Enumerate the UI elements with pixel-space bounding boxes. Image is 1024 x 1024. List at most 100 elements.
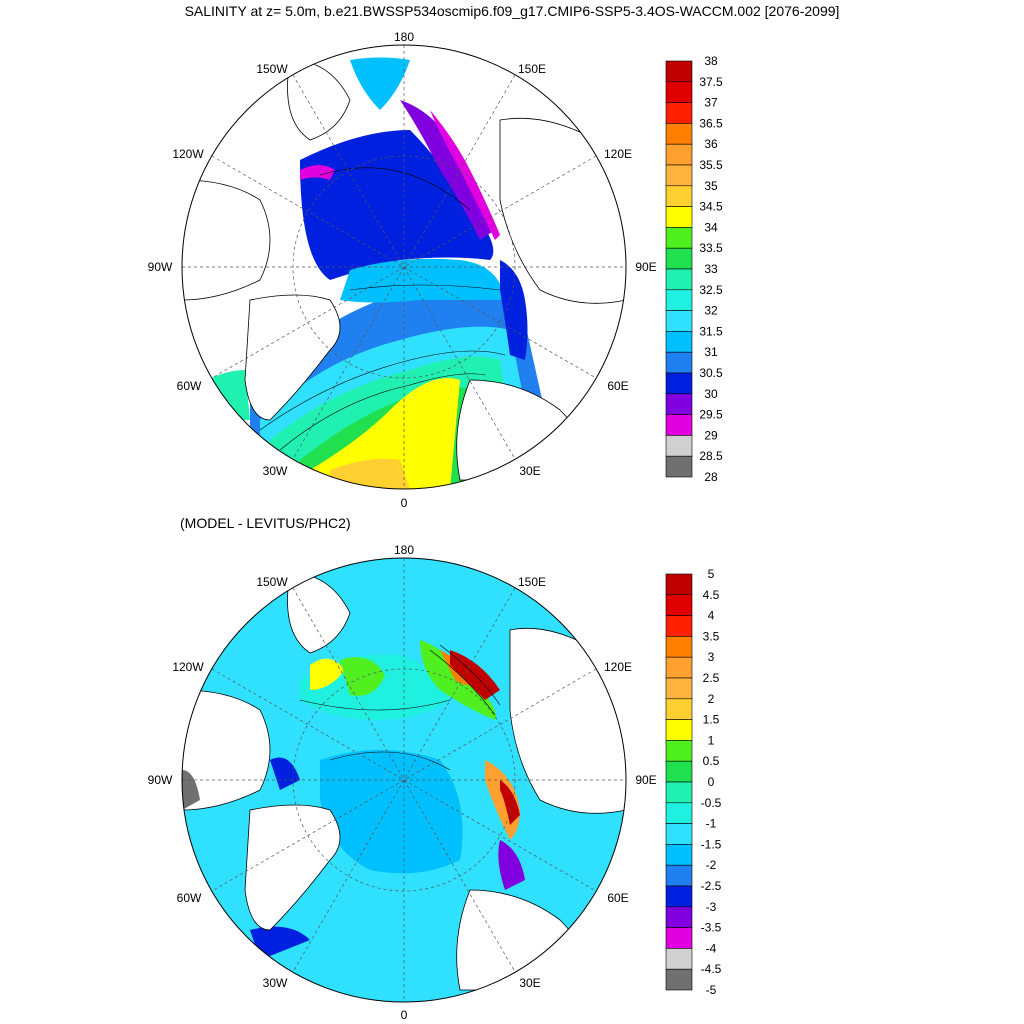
colorbar-tick-label: -1.5 (701, 837, 722, 851)
colorbar-swatch (665, 885, 693, 908)
lon-label-30w: 30W (263, 976, 288, 990)
colorbar-tick-label: 29.5 (699, 408, 723, 422)
colorbar-swatch (665, 802, 693, 824)
colorbar-swatch (665, 636, 693, 658)
colorbar-swatch (665, 81, 693, 103)
colorbar-swatch (665, 143, 693, 166)
colorbar-swatch (665, 864, 693, 887)
lon-label-120w: 120W (172, 660, 204, 674)
lon-label-150w: 150W (256, 575, 288, 589)
colorbar-swatch (665, 615, 693, 637)
colorbar-swatch (665, 206, 693, 228)
colorbar-tick-label: 30.5 (699, 366, 723, 380)
difference-atlantic-fresh (320, 750, 463, 874)
salinity-kara (500, 260, 528, 360)
lon-label-90e: 90E (635, 260, 656, 274)
lon-label-60e: 60E (607, 379, 628, 393)
colorbar-swatch (665, 102, 693, 124)
lon-label-150e: 150E (518, 575, 546, 589)
colorbar-tick-label: -5 (706, 983, 717, 997)
lon-label-60w: 60W (177, 379, 202, 393)
colorbar-tick-label: 31 (704, 345, 718, 359)
salinity-map: 180 150E 120E 90E 60E 30E 0 30W 60W 90W … (148, 30, 723, 510)
lon-label-90w: 90W (148, 773, 173, 787)
colorbar-tick-label: 36 (704, 137, 718, 151)
salinity-graticule (182, 45, 626, 489)
colorbar-tick-label: 29 (704, 428, 718, 442)
colorbar-tick-label: 1.5 (703, 713, 720, 727)
salinity-bering (350, 57, 410, 110)
colorbar-swatch (665, 948, 693, 970)
lon-label-30e: 30E (519, 976, 540, 990)
colorbar-swatch (665, 60, 693, 83)
colorbar-swatch (665, 435, 693, 457)
salinity-map-border (181, 44, 627, 490)
salinity-canada-basin (300, 130, 494, 280)
colorbar-tick-label: 37 (704, 96, 718, 110)
canada-archipelago-land (182, 179, 271, 301)
colorbar-tick-label: -2.5 (701, 879, 722, 893)
difference-map: 180 150E 120E 90E 60E 30E 0 30W 60W 90W … (148, 543, 722, 1022)
colorbar-tick-label: 30 (704, 387, 718, 401)
colorbar-tick-label: 31.5 (699, 324, 723, 338)
colorbar-tick-label: 33.5 (699, 241, 723, 255)
colorbar-tick-label: 32 (704, 304, 718, 318)
colorbar-swatch (665, 164, 693, 187)
colorbar-tick-label: -0.5 (701, 796, 722, 810)
colorbar-tick-label: -3 (706, 900, 717, 914)
colorbar-tick-label: 1 (708, 733, 715, 747)
colorbar-swatch (665, 906, 693, 928)
colorbar-tick-label: 2 (708, 692, 715, 706)
colorbar-swatch (665, 594, 693, 616)
colorbar-swatch (665, 331, 693, 353)
colorbar-swatch (665, 760, 693, 783)
difference-graticule (182, 558, 626, 1002)
alaska-land (287, 59, 351, 141)
lon-label-0: 0 (401, 1008, 408, 1022)
colorbar-swatch (665, 351, 693, 374)
colorbar-swatch (665, 844, 693, 866)
siberia-land-bottom (509, 627, 626, 814)
colorbar-tick-label: 4.5 (703, 588, 720, 602)
colorbar-tick-label: 32.5 (699, 283, 723, 297)
colorbar-swatch (665, 310, 693, 332)
difference-subtitle: (MODEL - LEVITUS/PHC2) (180, 515, 351, 531)
colorbar-swatch (665, 781, 693, 804)
colorbar-swatch (665, 123, 693, 145)
colorbar-tick-label: -1 (706, 817, 717, 831)
colorbar-swatch (665, 414, 693, 436)
lon-label-120e: 120E (604, 660, 632, 674)
colorbar-tick-label: 5 (708, 567, 715, 581)
colorbar-swatch (665, 227, 693, 249)
colorbar-tick-label: -4.5 (701, 962, 722, 976)
colorbar-swatch (665, 823, 693, 845)
colorbar-swatch (665, 677, 693, 700)
page-title: SALINITY at z= 5.0m, b.e21.BWSSP534oscmi… (184, 3, 840, 19)
colorbar-swatch (665, 740, 693, 762)
greenland-land-bottom (244, 804, 341, 931)
difference-longitude-labels: 180 150E 120E 90E 60E 30E 0 30W 60W 90W … (148, 543, 657, 1022)
lon-label-30e: 30E (519, 464, 540, 478)
colorbar-tick-label: 37.5 (699, 75, 723, 89)
colorbar-tick-label: -4 (706, 941, 717, 955)
colorbar-tick-label: 0 (708, 775, 715, 789)
lon-label-180: 180 (394, 30, 414, 44)
colorbar-swatch (665, 247, 693, 270)
colorbar-swatch (665, 573, 693, 596)
colorbar-tick-label: 2.5 (703, 671, 720, 685)
salinity-shelf-fresh (430, 110, 500, 240)
alaska-land-bottom (287, 572, 351, 654)
lon-label-120e: 120E (604, 147, 632, 161)
colorbar-tick-label: 36.5 (699, 116, 723, 130)
lon-label-60e: 60E (607, 891, 628, 905)
colorbar-tick-label: 3 (708, 650, 715, 664)
colorbar-swatch (665, 268, 693, 291)
colorbar-swatch (665, 372, 693, 395)
lon-label-150w: 150W (256, 62, 288, 76)
colorbar-tick-label: -2 (706, 858, 717, 872)
lon-label-90e: 90E (635, 773, 656, 787)
colorbar-tick-label: 34 (704, 220, 718, 234)
colorbar-tick-label: 0.5 (703, 754, 720, 768)
colorbar-swatch (665, 656, 693, 679)
